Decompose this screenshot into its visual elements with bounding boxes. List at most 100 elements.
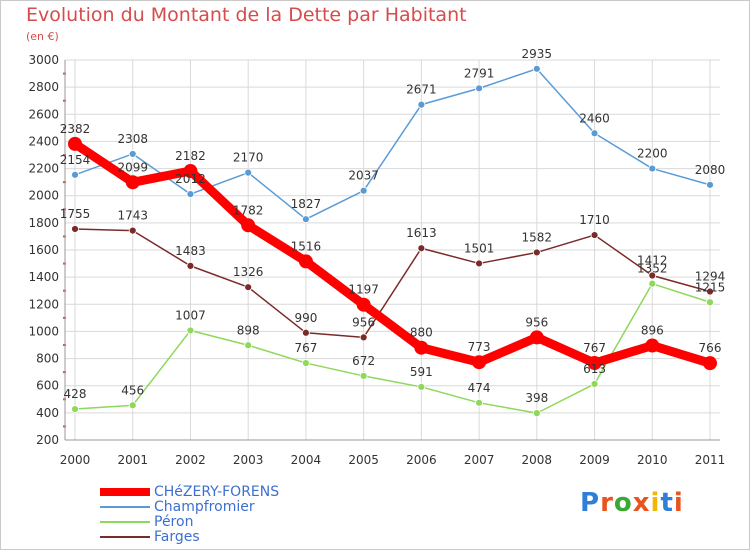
data-point [302,215,310,224]
data-point [244,283,253,292]
x-tick-label: 2002 [175,453,206,467]
data-point [128,401,137,410]
data-label: 766 [699,341,722,355]
data-label: 896 [641,324,664,338]
line-chart: 200 400 600 800 1000 1200 1400 1600 1800 2000 2200… [28,47,726,467]
legend-swatch-peron [100,521,150,523]
data-label: 456 [121,383,144,397]
data-label: 1215 [695,280,726,294]
data-label: 2037 [348,169,379,183]
x-tick-label: 2000 [60,453,91,467]
data-label: 1294 [695,270,726,284]
data-point [417,100,426,109]
data-point [590,129,599,138]
data-label: 2791 [464,66,495,80]
data-label: 1412 [637,254,668,268]
data-label: 990 [294,311,317,325]
series-line-3 [74,228,711,339]
data-label: 2080 [695,163,726,177]
data-label: 2382 [60,122,91,136]
legend-swatch-chezery [100,488,150,496]
data-point [532,64,541,73]
y-tick-label: 2600 [28,107,59,121]
data-point [183,164,198,179]
data-point [128,226,137,235]
data-point [703,356,717,371]
data-label: 1613 [406,226,437,240]
data-label: 1501 [464,241,495,255]
data-label: 1743 [117,209,148,223]
y-tick-label: 2800 [28,80,59,94]
data-label: 2460 [579,111,610,125]
data-point [475,259,483,268]
data-point [302,328,310,337]
series-line-0 [70,139,715,368]
data-point [706,298,714,307]
data-point [590,380,599,388]
y-tick-label: 1600 [28,243,59,257]
data-label: 591 [410,365,433,379]
data-point [706,287,714,296]
data-label: 956 [525,315,548,329]
y-tick-label: 1200 [28,297,59,311]
y-tick-label: 1400 [28,270,59,284]
data-label: 1326 [233,265,264,279]
x-tick-label: 2008 [522,453,553,467]
data-point [359,372,368,380]
data-point [125,175,140,190]
data-point [298,254,313,269]
data-label: 428 [64,387,87,401]
data-label: 1710 [579,213,610,227]
data-point [645,338,660,353]
x-tick-label: 2011 [695,453,726,467]
legend-swatch-farges [100,536,150,538]
data-label: 474 [468,381,491,395]
y-tick-label: 1000 [28,324,59,338]
x-tick-label: 2006 [406,453,437,467]
x-tick-label: 2007 [464,453,495,467]
data-label: 1827 [291,197,322,211]
y-tick-label: 400 [36,406,59,420]
data-point [71,170,79,179]
y-tick-label: 1800 [28,216,59,230]
legend-label-champfromier: Champfromier [154,499,255,515]
data-point [706,180,714,189]
legend-label-chezery: CHéZERY-FORENS [154,484,280,500]
data-label: 2154 [60,153,91,167]
data-point [359,186,368,195]
series-line-1 [74,68,711,220]
y-tick-label: 2200 [28,162,59,176]
x-tick-label: 2003 [233,453,264,467]
y-tick-label: 2000 [28,189,59,203]
data-label: 880 [410,326,433,340]
data-label: 2308 [117,132,148,146]
data-point [590,231,599,239]
data-label: 898 [237,323,260,337]
data-point [302,359,310,367]
data-point [532,409,541,418]
data-label: 773 [468,340,491,354]
data-point [587,356,602,371]
data-point [356,297,371,312]
data-point [186,190,195,198]
data-label: 2170 [233,151,264,165]
data-point [529,330,544,345]
data-label: 1755 [60,207,91,221]
data-label: 1352 [637,262,668,276]
data-point [244,168,253,177]
data-label: 767 [583,341,606,355]
data-point [532,248,541,257]
y-tick-label: 600 [36,379,59,393]
data-point [128,150,137,158]
x-tick-label: 2010 [637,453,668,467]
data-point [186,326,195,335]
data-point [475,84,483,93]
y-tick-label: 3000 [28,53,59,67]
unit-label: (en €) [26,30,59,43]
x-tick-label: 2009 [579,453,610,467]
data-label: 1197 [348,283,379,297]
data-point [648,279,657,288]
data-label: 956 [352,315,375,329]
series-line-2 [74,282,711,414]
y-tick-label: 800 [36,352,59,366]
